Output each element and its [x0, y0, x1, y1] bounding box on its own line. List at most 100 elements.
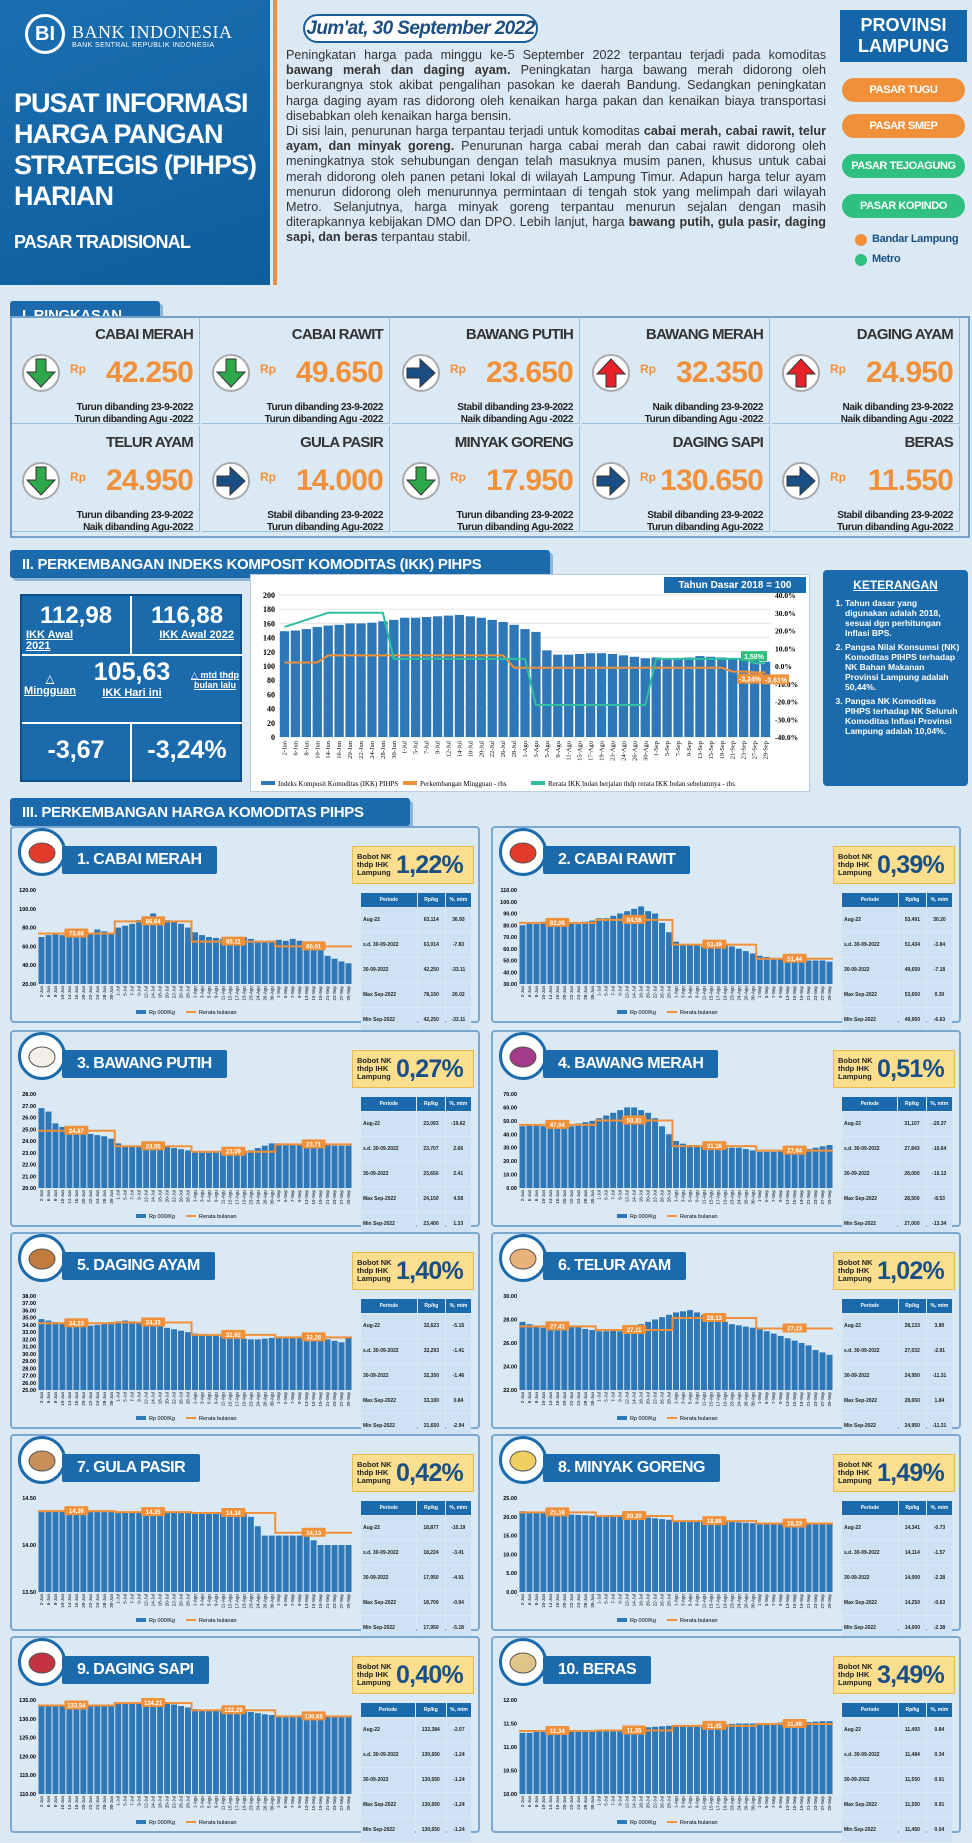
commodity-price: 42.250 [106, 356, 194, 389]
x-tick: 20-Jun [562, 1796, 567, 1810]
x-tick: 13-Sep [304, 986, 309, 1001]
price-bar [540, 1327, 547, 1390]
x-tick: 22-Jun [569, 1392, 574, 1406]
x-tick: 23-Agu [729, 1796, 734, 1811]
summary-card: CABAI RAWIT Rp 49.650 Turun dibanding 23-9-… [202, 318, 390, 425]
x-tick: 24-Agu [736, 1190, 741, 1205]
monthly-change-text: Turun dibanding Agu -2022 [644, 414, 764, 425]
price-bar [673, 1312, 679, 1390]
y-tick: 13.50 [22, 1590, 36, 1596]
bobot-label: Bobot NK thdp IHK Lampung [357, 1460, 392, 1485]
price-bar [122, 1512, 129, 1592]
price-bar [693, 1312, 700, 1390]
x-tick: 6-Jun [527, 1392, 532, 1404]
x-tick: 17-Agu [234, 1190, 239, 1205]
x-tick: 23-Sep [332, 986, 337, 1001]
price-bar [554, 1730, 561, 1794]
x-tick: 24-Agu [255, 1392, 260, 1407]
monthly-average-label: 24,87 [69, 1129, 85, 1135]
x-tick: 14-Jul [632, 1190, 637, 1202]
price-bar [826, 1721, 833, 1794]
x-tick: 6-Jun [46, 1594, 51, 1606]
x-tick: 14-Jul [151, 1594, 156, 1606]
price-bar [533, 1512, 540, 1592]
bobot-label: Bobot NK thdp IHK Lampung [838, 1258, 873, 1283]
x-tick: 5-Sep [764, 1796, 769, 1809]
y-tick: 125.00 [19, 1736, 36, 1742]
x-tick: 2-Jun [39, 1594, 44, 1606]
price-bar [763, 1151, 770, 1188]
monthly-change-text: Naik dibanding Agu -2022 [460, 414, 574, 425]
keterangan-panel: KETERANGAN Tahun dasar yang digunakan ad… [823, 570, 968, 786]
price-bar [275, 1337, 282, 1390]
x-tick: 14-Jul [151, 1392, 156, 1404]
y-tick: 10.00 [503, 1173, 517, 1179]
table-cell: s.d. 30-09-2022 [842, 1339, 898, 1363]
x-tick: 5-Jul [604, 1190, 609, 1200]
garlic-icon [18, 1032, 66, 1080]
ikk-x-tick: 9-Sep [686, 741, 693, 756]
x-tick: 28-Jun [102, 986, 107, 1000]
price-bar [617, 1110, 624, 1188]
price-bar [728, 1147, 735, 1188]
y-tick: 28.00 [503, 1318, 517, 1324]
x-tick: 23-Sep [332, 1796, 337, 1811]
table-cell: 30.20 [926, 908, 952, 932]
table-cell: Aug-22 [842, 1314, 898, 1338]
table-row: Min Sep-2022 42,250 -33.11 [361, 1008, 471, 1032]
table-cell: 28,650 [898, 1389, 926, 1413]
commodity-chart: 0.0010.0020.0030.0040.0050.0060.0070.004… [503, 1092, 833, 1220]
ikk-rhs-tick: -30.0% [775, 715, 798, 724]
x-tick: 7-Jul [130, 986, 135, 996]
price-bar [631, 1107, 638, 1188]
x-tick: 28-Jul [667, 1190, 672, 1202]
monthly-average-label: 134,21 [144, 1701, 163, 1707]
table-header: %, mtm [926, 1501, 952, 1515]
y-tick: 40.00 [22, 963, 36, 969]
price-bar [666, 1134, 673, 1188]
price-bar [52, 1322, 59, 1390]
price-bar [310, 1540, 317, 1592]
table-row: Max Sep-2022 11,550 0.91 [842, 1793, 952, 1817]
table-row: 30-09-2022 17,950 -4.91 [361, 1566, 471, 1590]
commodity-title: 6. TELUR AYAM [543, 1252, 686, 1280]
arrow-right-icon [402, 354, 440, 392]
price-bar [617, 913, 624, 984]
ikk-x-tick: 5-Sep [664, 741, 671, 756]
x-tick: 18-Jul [639, 1796, 644, 1808]
x-tick: 29-Sep [827, 1594, 832, 1609]
price-bar [679, 1520, 686, 1592]
monthly-average-label: 32,62 [226, 1333, 242, 1339]
table-cell: Max Sep-2022 [361, 1187, 417, 1211]
price-bar [164, 1327, 171, 1390]
x-tick: 6-Jun [527, 986, 532, 998]
table-cell: s.d. 30-09-2022 [842, 933, 898, 957]
x-tick: 23-Agu [729, 1392, 734, 1407]
table-row: Aug-22 63,114 36.93 [361, 908, 471, 932]
table-cell: 30-09-2022 [842, 1364, 898, 1388]
ikk-rhs-tick: 40.0% [775, 591, 796, 600]
y-tick: 12.00 [503, 1698, 517, 1704]
line-legend-label: Rerata bulanan [680, 1214, 718, 1220]
table-cell: -1.24 [446, 1768, 471, 1792]
table-cell: 28,000 [898, 1162, 926, 1186]
price-bar [617, 1731, 624, 1794]
price-bar [826, 1524, 833, 1592]
y-tick: 24.00 [22, 1139, 36, 1145]
price-bar [59, 935, 66, 984]
y-tick: 120.00 [19, 1754, 36, 1760]
price-bar [582, 1122, 589, 1188]
price-bar [673, 941, 679, 984]
table-cell: 11,484 [898, 1743, 926, 1767]
price-bar [770, 958, 777, 984]
price-bar [261, 1535, 268, 1592]
x-tick: 24-Agu [736, 1594, 741, 1609]
y-tick: 14.50 [22, 1496, 36, 1502]
price-bar [791, 1340, 798, 1390]
price-bar [749, 1723, 756, 1794]
bobot-box: Bobot NK thdp IHK Lampung 1,40% [352, 1252, 474, 1290]
ikk-bar [607, 653, 618, 737]
commodity-price: 49.650 [296, 356, 384, 389]
ikk-bar [323, 625, 333, 737]
keterangan-item: Tahun dasar yang digunakan adalah 2018, … [845, 598, 960, 638]
